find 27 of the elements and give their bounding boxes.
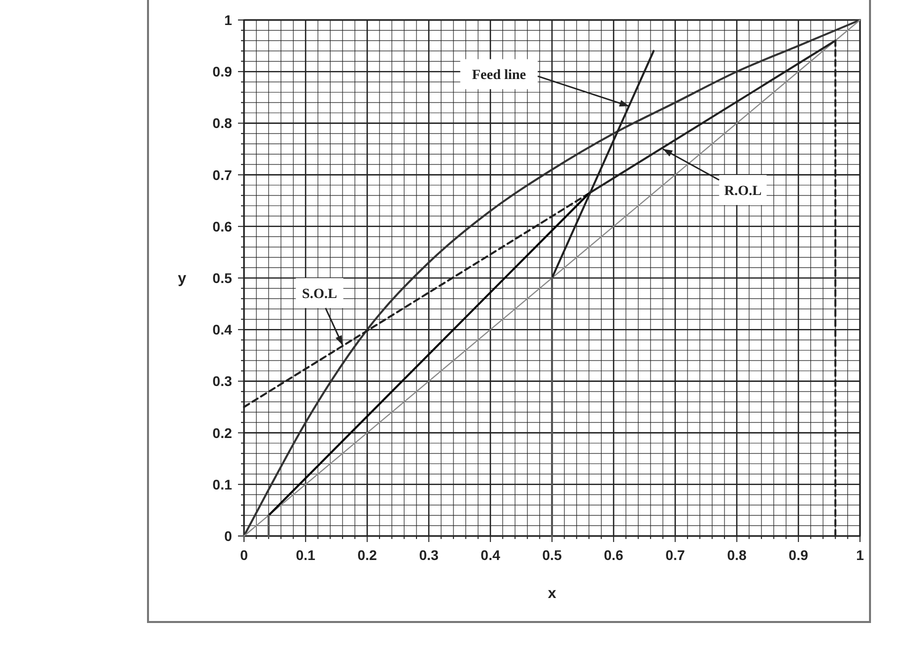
y-tick-label: 1 xyxy=(224,12,232,28)
y-axis-title: y xyxy=(178,270,187,287)
x-tick-label: 0 xyxy=(240,547,248,563)
x-tick-label: 0.9 xyxy=(788,547,808,563)
y-tick-label: 0.1 xyxy=(212,476,232,492)
y-tick-label: 0.5 xyxy=(212,270,232,286)
y-tick-label: 0.8 xyxy=(212,115,232,132)
x-tick-label: 0.4 xyxy=(480,547,500,563)
y-tick-label: 0.7 xyxy=(212,166,232,183)
annotation: R.O.L xyxy=(724,184,762,199)
y-tick-label: 0.9 xyxy=(212,64,232,80)
x-tick-label: 1 xyxy=(856,547,864,563)
x-tick-label: 0.7 xyxy=(665,547,686,563)
x-axis-title: x xyxy=(548,585,557,602)
y-tick-label: 0.2 xyxy=(212,424,232,441)
x-tick-label: 0.8 xyxy=(727,547,747,563)
x-tick-label: 0.3 xyxy=(419,547,439,563)
y-tick-label: 0.3 xyxy=(212,373,232,390)
annotation: S.O.L xyxy=(302,287,338,302)
y-tick-label: 0 xyxy=(224,528,232,544)
x-tick-label: 0.5 xyxy=(542,547,562,563)
x-tick-label: 0.2 xyxy=(357,547,378,563)
y-tick-label: 0.6 xyxy=(212,218,232,234)
y-tick-label: 0.4 xyxy=(212,322,232,338)
annotation: Feed line xyxy=(472,68,526,84)
x-tick-label: 0.1 xyxy=(296,547,316,563)
x-tick-label: 0.6 xyxy=(604,547,624,563)
